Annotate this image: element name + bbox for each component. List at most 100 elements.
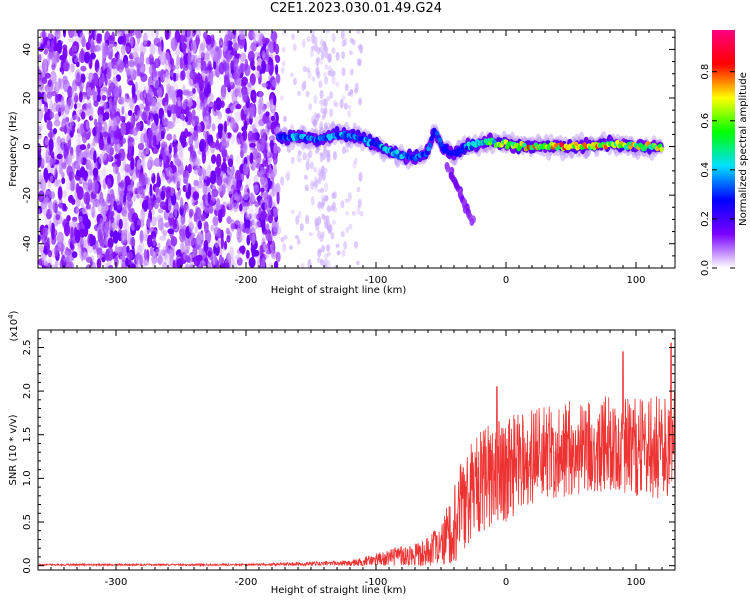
noise-blob xyxy=(270,121,277,135)
noise-blob xyxy=(105,263,109,268)
noise-blob xyxy=(103,152,109,165)
noise-blob xyxy=(101,131,109,138)
noise-blob xyxy=(68,54,74,66)
noise-blob xyxy=(45,208,53,220)
noise-blob xyxy=(127,184,132,192)
noise-blob xyxy=(273,143,278,155)
noise-blob xyxy=(165,166,173,178)
noise-blob xyxy=(290,156,295,164)
noise-blob xyxy=(38,244,44,253)
noise-blob xyxy=(146,160,151,168)
noise-blob xyxy=(261,220,266,233)
noise-blob xyxy=(63,124,67,135)
noise-blob xyxy=(56,79,60,93)
noise-blob xyxy=(297,150,302,156)
noise-blob xyxy=(143,32,148,46)
noise-blob xyxy=(306,36,311,43)
noise-blob xyxy=(227,181,231,193)
noise-blob xyxy=(166,83,172,96)
noise-blob xyxy=(78,215,83,223)
noise-blob xyxy=(230,105,236,112)
noise-blob xyxy=(147,218,152,228)
noise-blob xyxy=(51,158,56,164)
noise-blob xyxy=(230,119,237,130)
noise-blob xyxy=(272,153,278,166)
noise-blob xyxy=(248,213,252,220)
noise-blob xyxy=(160,190,166,201)
noise-blob xyxy=(234,254,241,261)
noise-blob xyxy=(195,254,203,262)
noise-blob xyxy=(60,143,65,156)
noise-blob xyxy=(44,72,51,79)
noise-blob xyxy=(324,221,328,227)
noise-blob xyxy=(340,231,345,238)
noise-blob xyxy=(149,183,153,197)
noise-blob xyxy=(136,158,142,170)
noise-blob xyxy=(137,245,142,254)
noise-blob xyxy=(301,38,306,48)
noise-blob xyxy=(180,113,184,122)
noise-blob xyxy=(98,138,105,151)
noise-blob xyxy=(347,191,352,202)
noise-blob xyxy=(244,120,248,130)
noise-blob xyxy=(234,111,241,123)
noise-blob xyxy=(261,60,266,74)
signal-core xyxy=(469,145,474,151)
noise-blob xyxy=(151,30,155,39)
noise-blob xyxy=(74,103,77,110)
noise-blob xyxy=(303,174,308,180)
noise-blob xyxy=(48,179,52,189)
noise-blob xyxy=(321,213,326,220)
noise-blob xyxy=(98,153,104,164)
noise-blob xyxy=(42,85,49,94)
colorbar-tick-label: 0.6 xyxy=(700,113,711,129)
noise-blob xyxy=(42,106,48,113)
noise-blob xyxy=(325,215,330,223)
noise-blob xyxy=(356,58,361,66)
noise-blob xyxy=(124,93,130,100)
noise-blob xyxy=(302,152,307,161)
noise-blob xyxy=(245,249,250,259)
noise-blob xyxy=(236,137,240,146)
noise-blob xyxy=(321,244,326,253)
noise-blob xyxy=(150,209,155,216)
noise-blob xyxy=(50,264,57,268)
noise-blob xyxy=(184,243,191,252)
noise-blob xyxy=(261,82,269,88)
noise-blob xyxy=(169,247,174,261)
noise-blob xyxy=(87,102,92,109)
noise-blob xyxy=(140,208,144,216)
noise-blob xyxy=(203,168,208,180)
noise-blob xyxy=(327,65,332,75)
noise-blob xyxy=(179,224,184,236)
noise-blob xyxy=(41,154,46,166)
noise-blob xyxy=(168,212,175,227)
noise-blob xyxy=(324,253,329,259)
noise-blob xyxy=(253,181,260,189)
noise-blob xyxy=(226,132,232,139)
noise-blob xyxy=(110,117,118,132)
noise-blob xyxy=(236,155,241,165)
noise-blob xyxy=(85,203,92,210)
noise-blob xyxy=(254,201,260,208)
noise-blob xyxy=(121,206,128,217)
noise-blob xyxy=(120,122,127,137)
noise-blob xyxy=(66,121,72,135)
noise-blob xyxy=(80,111,86,120)
noise-blob xyxy=(66,251,73,265)
noise-blob xyxy=(51,90,57,97)
noise-blob xyxy=(356,205,361,215)
noise-blob xyxy=(63,222,71,237)
noise-blob xyxy=(316,47,321,55)
noise-blob xyxy=(122,235,128,243)
noise-blob xyxy=(238,193,243,201)
noise-blob xyxy=(54,93,59,104)
noise-blob xyxy=(302,65,307,73)
noise-blob xyxy=(205,116,212,130)
noise-blob xyxy=(318,80,323,89)
noise-blob xyxy=(320,98,325,108)
noise-blob xyxy=(152,251,157,259)
noise-blob xyxy=(165,119,170,132)
noise-blob xyxy=(296,238,301,245)
noise-blob xyxy=(86,256,93,263)
